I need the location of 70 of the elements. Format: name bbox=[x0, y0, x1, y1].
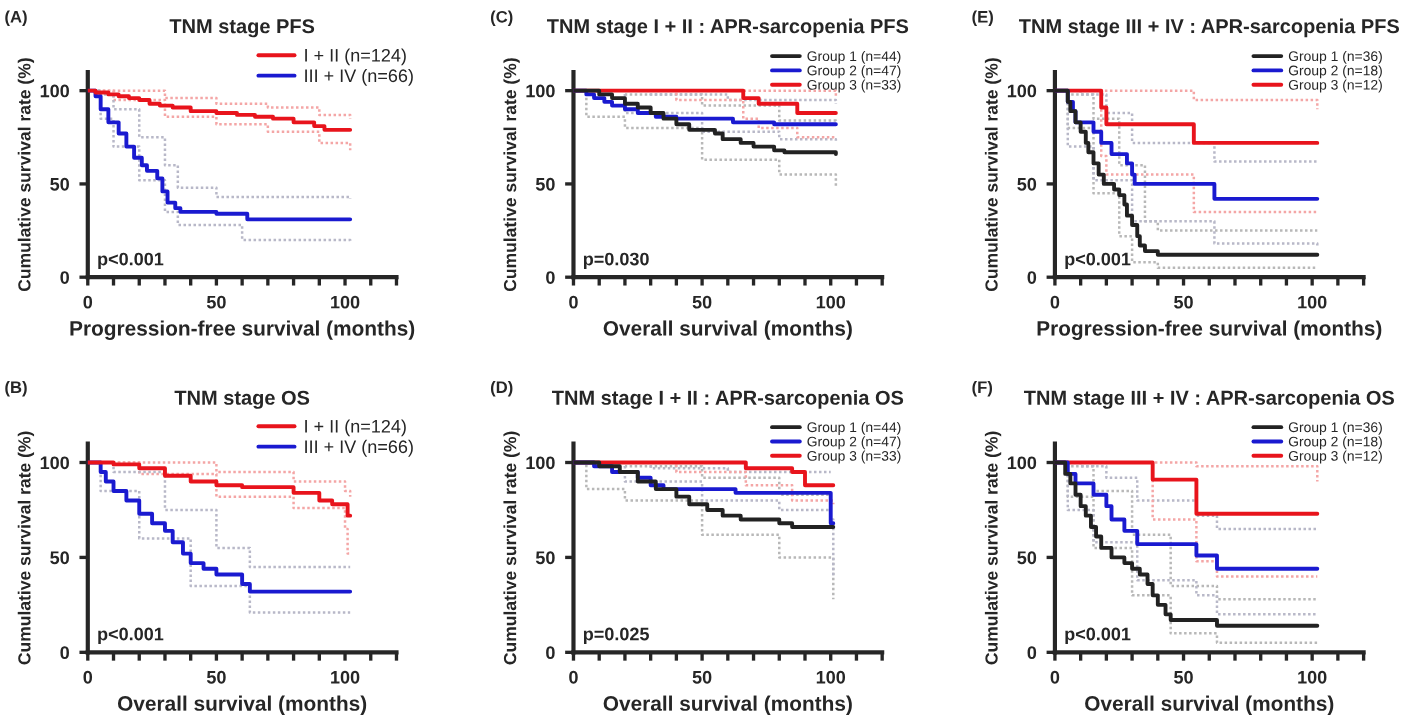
x-tick-label: 50 bbox=[692, 295, 712, 309]
y-tick-label: 100 bbox=[40, 456, 69, 470]
x-axis-title: Overall survival (months) bbox=[603, 695, 852, 715]
text: (F) bbox=[972, 380, 993, 397]
annotation: p<0.001 bbox=[98, 627, 164, 644]
x-tick-label: 100 bbox=[816, 295, 846, 309]
y-tick-label: 0 bbox=[1027, 271, 1037, 284]
x-tick-label: 0 bbox=[1050, 295, 1060, 309]
x-axis-title: Overall survival (months) bbox=[117, 695, 367, 715]
x-tick-label: 50 bbox=[1174, 295, 1193, 309]
x-tick-label: 100 bbox=[1298, 670, 1327, 684]
x-axis-title: Progression-free survival (months) bbox=[1037, 320, 1382, 340]
text: (C) bbox=[490, 10, 513, 26]
x-tick-label: 50 bbox=[1174, 670, 1193, 684]
annotation: p=0.025 bbox=[583, 627, 649, 644]
y-tick-label: 100 bbox=[1007, 456, 1037, 470]
text: (D) bbox=[490, 380, 513, 397]
y-tick-label: 50 bbox=[535, 177, 555, 191]
legend-label: I + II (n=124) bbox=[305, 48, 406, 66]
y-tick-label: 50 bbox=[535, 551, 555, 565]
y-tick-label: 100 bbox=[40, 84, 69, 98]
x-tick-label: 0 bbox=[1050, 670, 1060, 684]
x-tick-label: 100 bbox=[1298, 295, 1327, 309]
y-tick-label: 0 bbox=[60, 646, 69, 660]
legend-label: III + IV (n=66) bbox=[305, 439, 413, 457]
y-tick-label: 0 bbox=[60, 271, 69, 284]
x-tick-label: 50 bbox=[206, 670, 226, 684]
y-tick-label: 50 bbox=[1017, 177, 1037, 191]
text: (E) bbox=[972, 10, 993, 26]
annotation: p<0.001 bbox=[1065, 252, 1131, 269]
chart-title: TNM stage OS bbox=[174, 390, 310, 409]
chart-title: TNM stage PFS bbox=[169, 19, 315, 38]
y-tick-label: 50 bbox=[1017, 551, 1037, 565]
chart-title: TNM stage III + IV : APR-sarcopenia OS bbox=[1023, 390, 1394, 409]
y-axis-title: Cumulative survival rate (%) bbox=[503, 58, 520, 292]
y-axis-title: Cumulative survival rate (%) bbox=[17, 431, 35, 665]
legend-label: I + II (n=124) bbox=[305, 419, 406, 437]
text: (A) bbox=[5, 10, 27, 26]
y-tick-label: 100 bbox=[1007, 84, 1037, 98]
x-tick-label: 100 bbox=[331, 295, 360, 309]
chart-title: TNM stage III + IV : APR-sarcopenia PFS bbox=[1018, 18, 1399, 38]
x-axis-title: Progression-free survival (months) bbox=[70, 320, 415, 340]
y-tick-label: 50 bbox=[50, 551, 69, 565]
y-axis-title: Cumulative survival rate (%) bbox=[17, 58, 35, 292]
x-tick-label: 0 bbox=[569, 295, 578, 309]
y-tick-label: 100 bbox=[526, 456, 555, 470]
x-axis-title: Overall survival (months) bbox=[603, 320, 852, 340]
annotation: p<0.001 bbox=[1065, 627, 1131, 644]
chart-title: TNM stage I + II : APR-sarcopenia OS bbox=[552, 390, 904, 409]
x-tick-label: 50 bbox=[692, 670, 712, 684]
legend-label: III + IV (n=66) bbox=[305, 68, 413, 86]
annotation: p<0.001 bbox=[98, 252, 164, 269]
x-tick-label: 100 bbox=[816, 670, 846, 684]
annotation: p=0.030 bbox=[583, 252, 649, 269]
y-tick-label: 0 bbox=[546, 271, 555, 284]
y-axis-title: Cumulative survival rate (%) bbox=[984, 58, 1002, 292]
y-tick-label: 0 bbox=[546, 646, 555, 660]
x-tick-label: 0 bbox=[83, 670, 93, 684]
y-tick-label: 50 bbox=[50, 177, 69, 191]
x-axis-title: Overall survival (months) bbox=[1085, 695, 1334, 715]
chart-title: TNM stage I + II : APR-sarcopenia PFS bbox=[547, 18, 909, 38]
y-axis-title: Cumulative survival rate (%) bbox=[503, 431, 520, 665]
x-tick-label: 50 bbox=[206, 295, 226, 309]
x-tick-label: 100 bbox=[331, 670, 360, 684]
y-axis-title: Cumulative survival rate (%) bbox=[984, 431, 1002, 665]
text: (B) bbox=[5, 380, 27, 397]
y-tick-label: 100 bbox=[526, 84, 555, 98]
x-tick-label: 0 bbox=[83, 295, 93, 309]
y-tick-label: 0 bbox=[1027, 646, 1037, 660]
x-tick-label: 0 bbox=[569, 670, 578, 684]
